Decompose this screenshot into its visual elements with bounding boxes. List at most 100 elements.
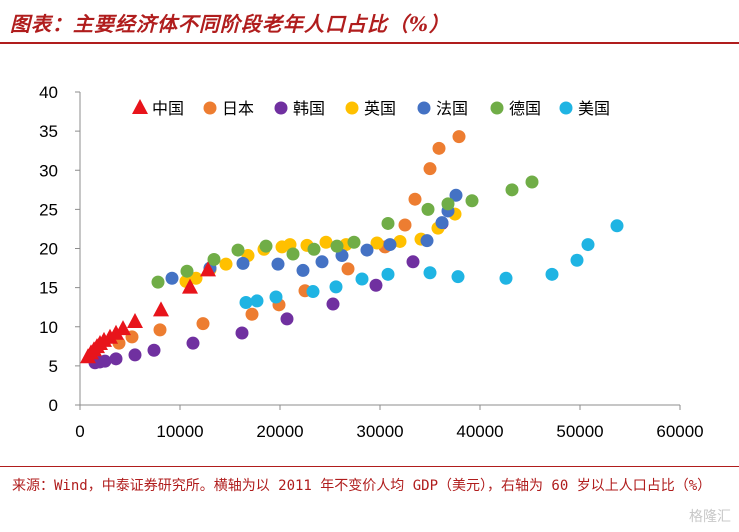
data-point (115, 320, 131, 336)
data-point (200, 261, 216, 277)
data-point (153, 301, 169, 317)
data-point (408, 192, 422, 206)
legend-circle-marker (417, 101, 431, 115)
data-point (423, 266, 437, 280)
data-point (127, 313, 143, 329)
data-point (341, 262, 355, 276)
data-point (423, 162, 437, 176)
data-point (432, 141, 446, 155)
source-divider (0, 466, 739, 467)
data-point (370, 236, 384, 250)
data-point (280, 312, 294, 326)
data-point (231, 243, 245, 257)
data-point (196, 317, 210, 331)
data-point (153, 323, 167, 337)
y-tick-label: 40 (39, 83, 58, 102)
legend-circle-marker (490, 101, 504, 115)
legend-circle-marker (203, 101, 217, 115)
data-point (329, 280, 343, 294)
legend-label: 德国 (509, 99, 541, 118)
data-point (525, 175, 539, 189)
y-tick-label: 25 (39, 200, 58, 219)
data-point (147, 343, 161, 357)
y-tick-label: 5 (49, 357, 58, 376)
data-point (326, 297, 340, 311)
data-point (421, 202, 435, 216)
legend-item: 德国 (490, 99, 541, 118)
data-point (505, 183, 519, 197)
legend-item: 英国 (345, 99, 396, 118)
legend-circle-marker (345, 101, 359, 115)
data-point (151, 275, 165, 289)
data-point (406, 255, 420, 269)
x-tick-label: 60000 (656, 422, 703, 441)
data-point (581, 238, 595, 252)
data-point (398, 218, 412, 232)
data-point (250, 294, 264, 308)
y-tick-label: 20 (39, 240, 58, 259)
data-point (307, 242, 321, 256)
data-point (108, 324, 124, 340)
data-point (499, 271, 513, 285)
data-point (306, 285, 320, 299)
legend-item: 美国 (559, 99, 610, 118)
legend-label: 法国 (436, 99, 468, 118)
data-point (452, 130, 466, 144)
data-point (319, 235, 333, 249)
legend-item: 法国 (417, 99, 468, 118)
data-point (330, 239, 344, 253)
data-point (465, 194, 479, 208)
x-tick-label: 0 (75, 422, 84, 441)
x-tick-label: 20000 (256, 422, 303, 441)
data-point (109, 352, 123, 366)
x-tick-label: 30000 (356, 422, 403, 441)
data-point (451, 270, 465, 284)
data-point (381, 216, 395, 230)
legend-triangle-marker (132, 99, 148, 114)
scatter-chart: 0 5 10 15 20 25 30 35 40 0 10000 20000 30000 40000 500… (39, 83, 704, 441)
data-point (545, 267, 559, 281)
legend-label: 韩国 (293, 99, 325, 118)
data-point (360, 243, 374, 257)
data-point (381, 267, 395, 281)
legend-circle-marker (559, 101, 573, 115)
data-point (207, 252, 221, 266)
y-tick-label: 0 (49, 396, 58, 415)
legend-item: 中国 (132, 99, 184, 118)
x-tick-label: 50000 (556, 422, 603, 441)
chart-marks (80, 130, 624, 370)
legend-label: 中国 (152, 99, 184, 118)
data-point (435, 216, 449, 230)
data-point (235, 326, 249, 340)
data-point (245, 307, 259, 321)
legend-item: 韩国 (274, 99, 325, 118)
data-point (449, 188, 463, 202)
data-point (570, 253, 584, 267)
data-point (219, 257, 233, 271)
data-point (239, 295, 253, 309)
data-point (355, 272, 369, 286)
data-point (610, 219, 624, 233)
x-tick-label: 10000 (156, 422, 203, 441)
data-point (182, 278, 198, 294)
y-tick-label: 30 (39, 161, 58, 180)
y-tick-label: 15 (39, 279, 58, 298)
data-point (186, 336, 200, 350)
chart-legend: 中国 日本 韩国 英国 法国 德国 美国 (132, 99, 610, 118)
data-point (441, 197, 455, 211)
data-point (189, 271, 203, 285)
data-point (271, 257, 285, 271)
legend-item: 日本 (203, 99, 254, 118)
y-tick-label: 10 (39, 318, 58, 337)
chart-title: 图表：主要经济体不同阶段老年人口占比（%） (10, 12, 451, 36)
title-divider (0, 42, 739, 44)
chart-axes: 0 5 10 15 20 25 30 35 40 0 10000 20000 30000 40000 500… (39, 83, 704, 441)
x-tick-label: 40000 (456, 422, 503, 441)
data-point (315, 255, 329, 269)
data-point (128, 348, 142, 362)
data-point (420, 234, 434, 248)
data-point (369, 278, 383, 292)
data-point (383, 238, 397, 252)
y-tick-label: 35 (39, 122, 58, 141)
data-point (98, 354, 112, 368)
